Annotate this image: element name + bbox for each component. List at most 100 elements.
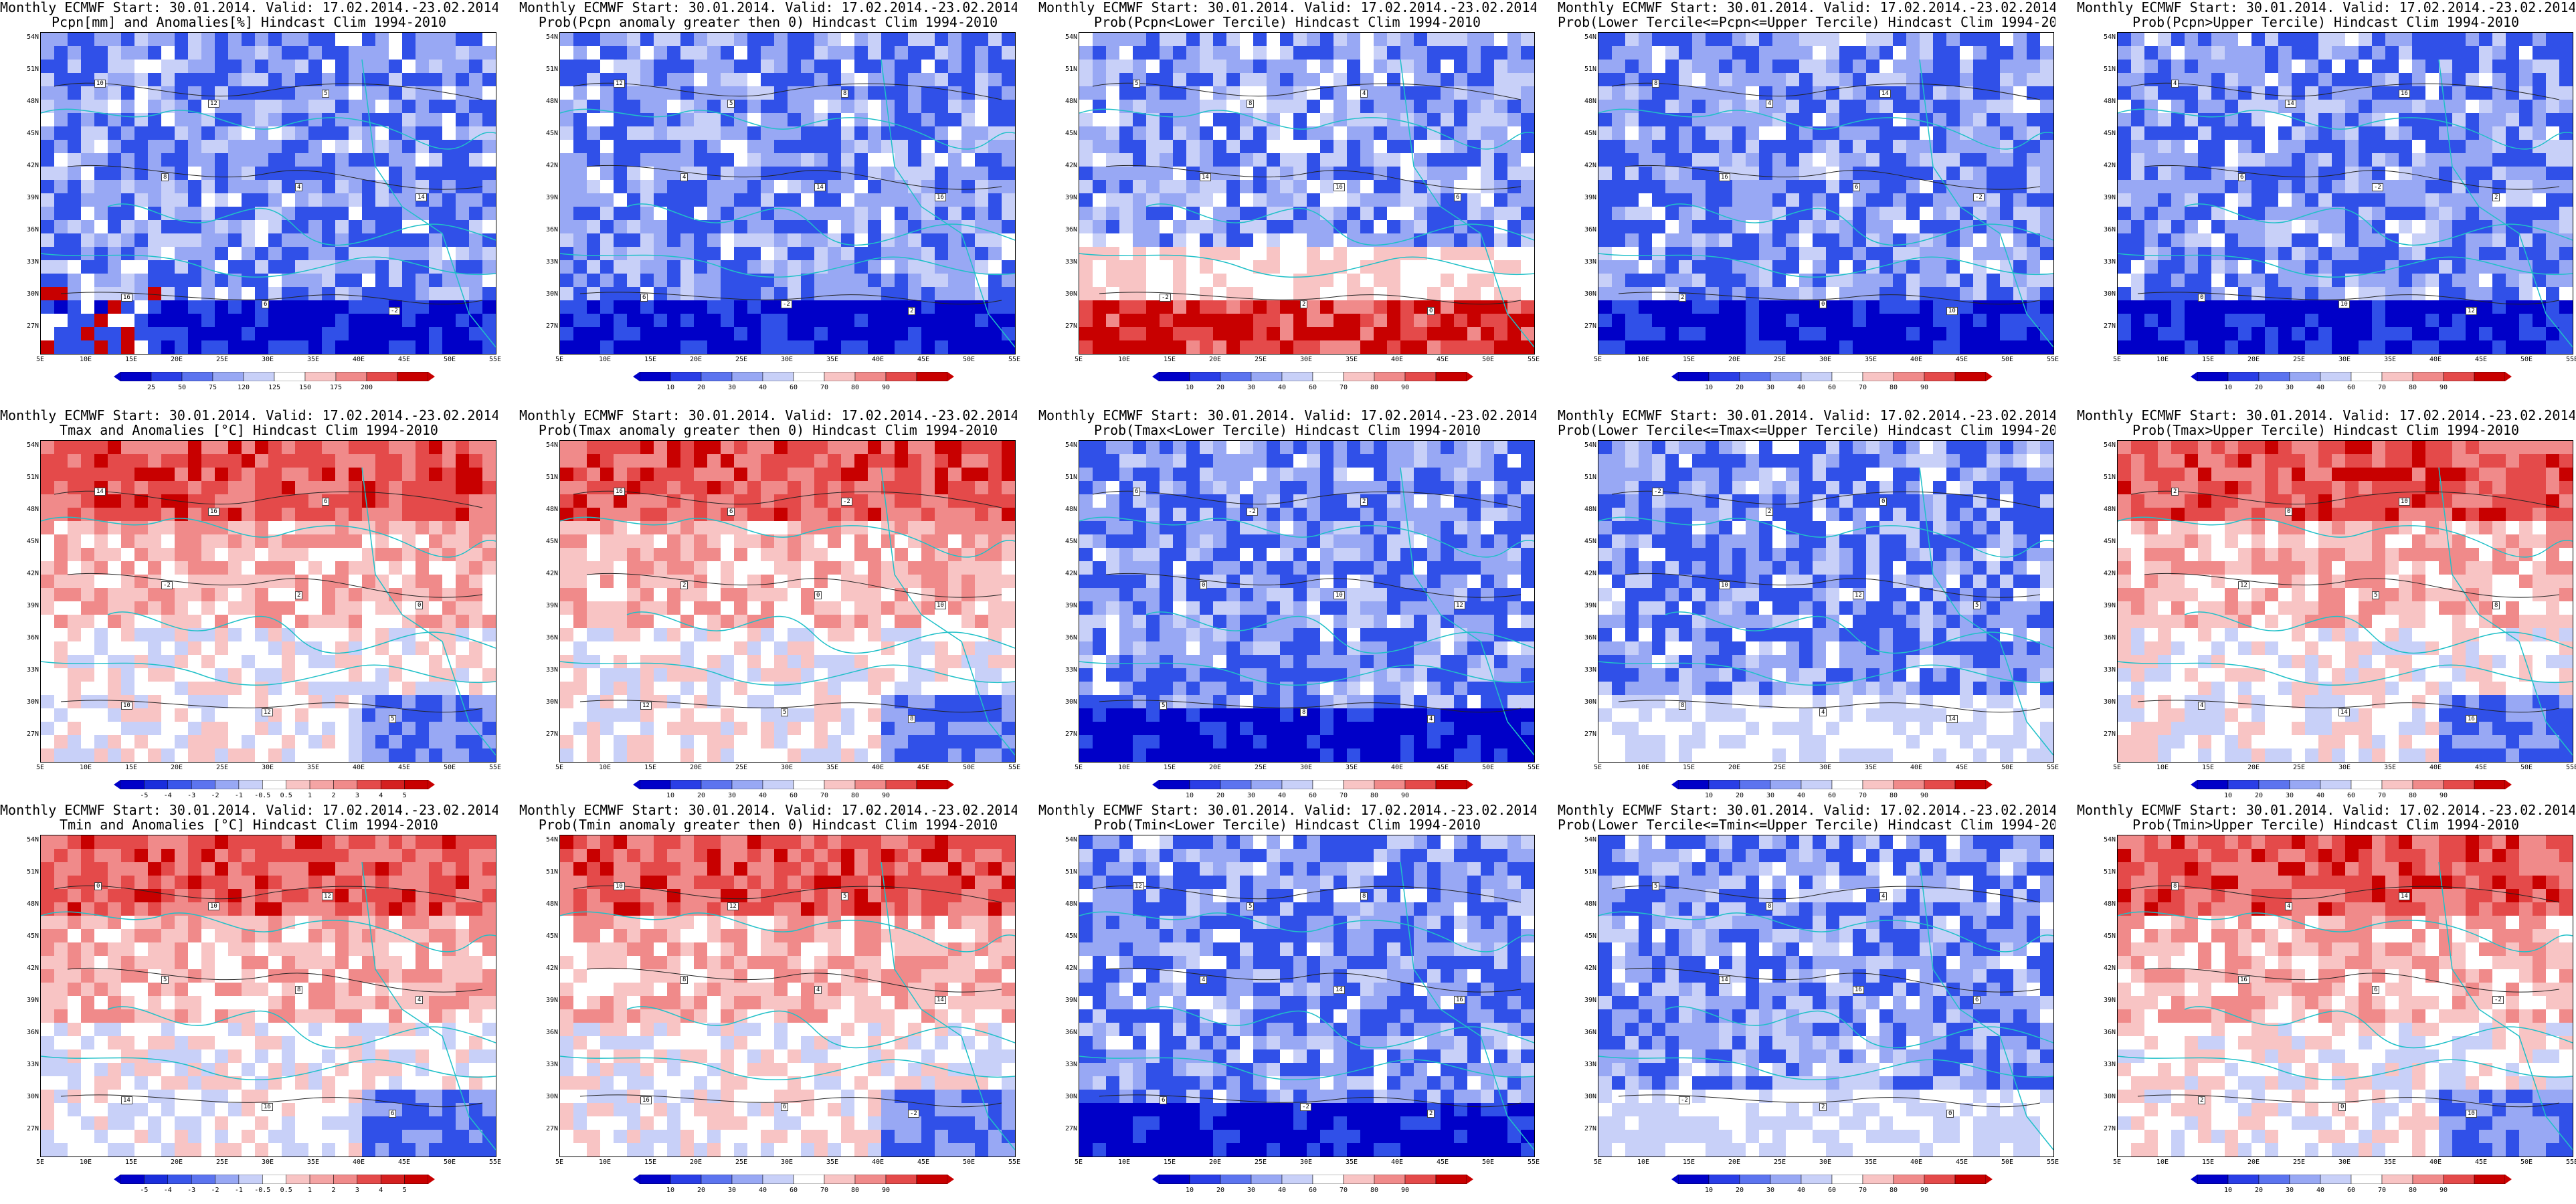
colorbar-swatch [885, 372, 917, 381]
map-cell [429, 86, 443, 100]
map-cell [1746, 60, 1760, 74]
map-cell [94, 575, 108, 589]
map-cell [1093, 167, 1107, 181]
map-cell [215, 287, 229, 301]
map-cell [2439, 300, 2453, 314]
map-cell [2027, 46, 2041, 60]
map-cell [2318, 180, 2332, 194]
map-cell [2198, 33, 2212, 47]
map-cell [2466, 220, 2480, 234]
map-cell [1119, 207, 1133, 221]
map-cell [1692, 167, 1706, 181]
map-cell [2238, 180, 2252, 194]
map-cell [975, 153, 989, 167]
map-cell [2040, 220, 2053, 234]
map-cell [2292, 33, 2306, 47]
map-cell [573, 327, 587, 341]
map-cell [1146, 86, 1160, 100]
map-cell [188, 327, 202, 341]
map-cell [389, 220, 403, 234]
map-cell [694, 100, 708, 114]
map-cell [1093, 260, 1107, 274]
map-cell [1839, 140, 1853, 154]
map-cell [1625, 207, 1639, 221]
map-cell [416, 521, 430, 535]
map-cell [614, 60, 628, 74]
latitude-label: 45N [545, 130, 558, 137]
map-cell [2372, 46, 2386, 60]
map-cell [2171, 100, 2185, 114]
map-cell [2345, 314, 2359, 328]
map-cell [188, 126, 202, 140]
map-cell [721, 153, 735, 167]
map-cell [416, 615, 430, 629]
map-cell [94, 153, 108, 167]
map-cell [2546, 153, 2560, 167]
map-cell [961, 60, 976, 74]
map-cell [1320, 60, 1334, 74]
map-cell [482, 46, 496, 60]
map-cell [1441, 247, 1455, 261]
map-cell [1427, 207, 1441, 221]
map-cell [2359, 73, 2373, 87]
map-cell [1772, 60, 1786, 74]
map-cell [469, 327, 483, 341]
map-cell [2519, 33, 2533, 47]
map-cell [868, 46, 882, 60]
map-cell [1893, 86, 1907, 100]
map-cell [895, 327, 909, 341]
map-cell [1732, 46, 1746, 60]
map-cell [1427, 33, 1441, 47]
map-cell [1186, 220, 1200, 234]
map-cell [1625, 140, 1639, 154]
map-cell [2185, 126, 2199, 140]
map-cell [94, 167, 108, 181]
map-cell [1521, 287, 1534, 301]
map-cell [1173, 140, 1187, 154]
latitude-label: 39N [1065, 194, 1077, 201]
map-cell [1481, 33, 1495, 47]
map-cell [148, 575, 162, 589]
map-cell [41, 260, 55, 274]
map-cell [721, 167, 735, 181]
map-cell [2425, 33, 2440, 47]
map-cell [1772, 153, 1786, 167]
map-cell [881, 300, 895, 314]
map-cell [1347, 300, 1361, 314]
contour-line [1099, 292, 1522, 305]
map-cell [747, 274, 761, 288]
map-cell [2225, 60, 2239, 74]
map-cell [215, 33, 229, 47]
map-cell [1826, 340, 1840, 354]
coastline [1079, 108, 1534, 150]
map-cell [2265, 46, 2279, 60]
map-cell [1799, 33, 1813, 47]
map-cell [868, 220, 882, 234]
map-cell [2185, 207, 2199, 221]
map-cell [134, 508, 149, 522]
map-cell [2265, 247, 2279, 261]
map-cell [801, 327, 815, 341]
map-cell [1813, 73, 1827, 87]
map-cell [175, 153, 189, 167]
map-cell [1347, 207, 1361, 221]
map-cell [881, 274, 895, 288]
map-cell [1320, 100, 1334, 114]
map-cell [747, 167, 761, 181]
map-cell [255, 167, 269, 181]
map-cell [282, 260, 296, 274]
map-cell [282, 454, 296, 468]
colorbar [2191, 372, 2512, 381]
map-cell [134, 575, 149, 589]
map-cell [1639, 180, 1653, 194]
map-cell [1946, 60, 1960, 74]
map-cell [1253, 260, 1267, 274]
map-cell [349, 468, 363, 482]
colorbar-label: 175 [329, 384, 343, 391]
map-cell [1612, 140, 1626, 154]
map-cell [1893, 153, 1907, 167]
map-cell [416, 561, 430, 575]
contour-label: 14 [2285, 100, 2296, 108]
map-cell [1507, 327, 1522, 341]
latitude-label: 48N [2103, 98, 2116, 105]
